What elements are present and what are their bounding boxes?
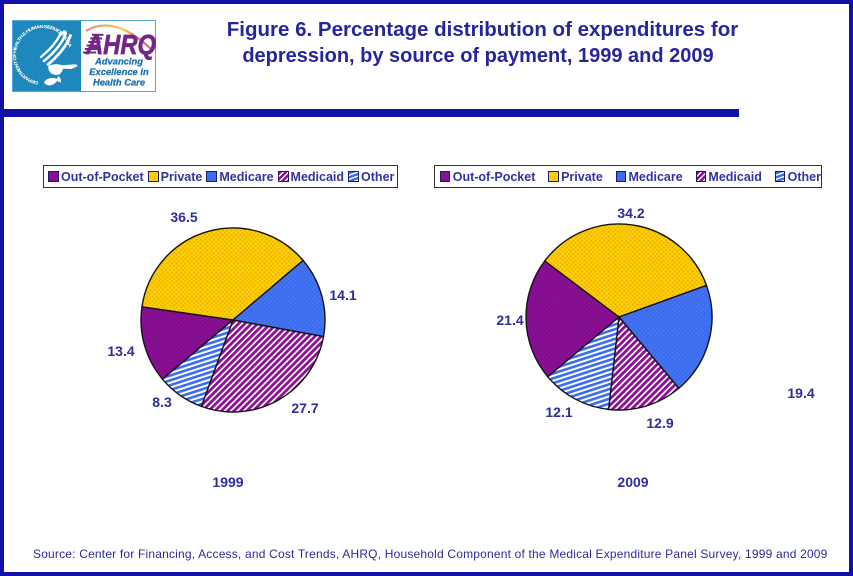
svg-text:Excellence in: Excellence in [89,66,149,77]
svg-text:Advancing: Advancing [94,56,143,67]
svg-text:Health Care: Health Care [93,77,145,88]
svg-text:AHRQ: AHRQ [85,28,156,60]
